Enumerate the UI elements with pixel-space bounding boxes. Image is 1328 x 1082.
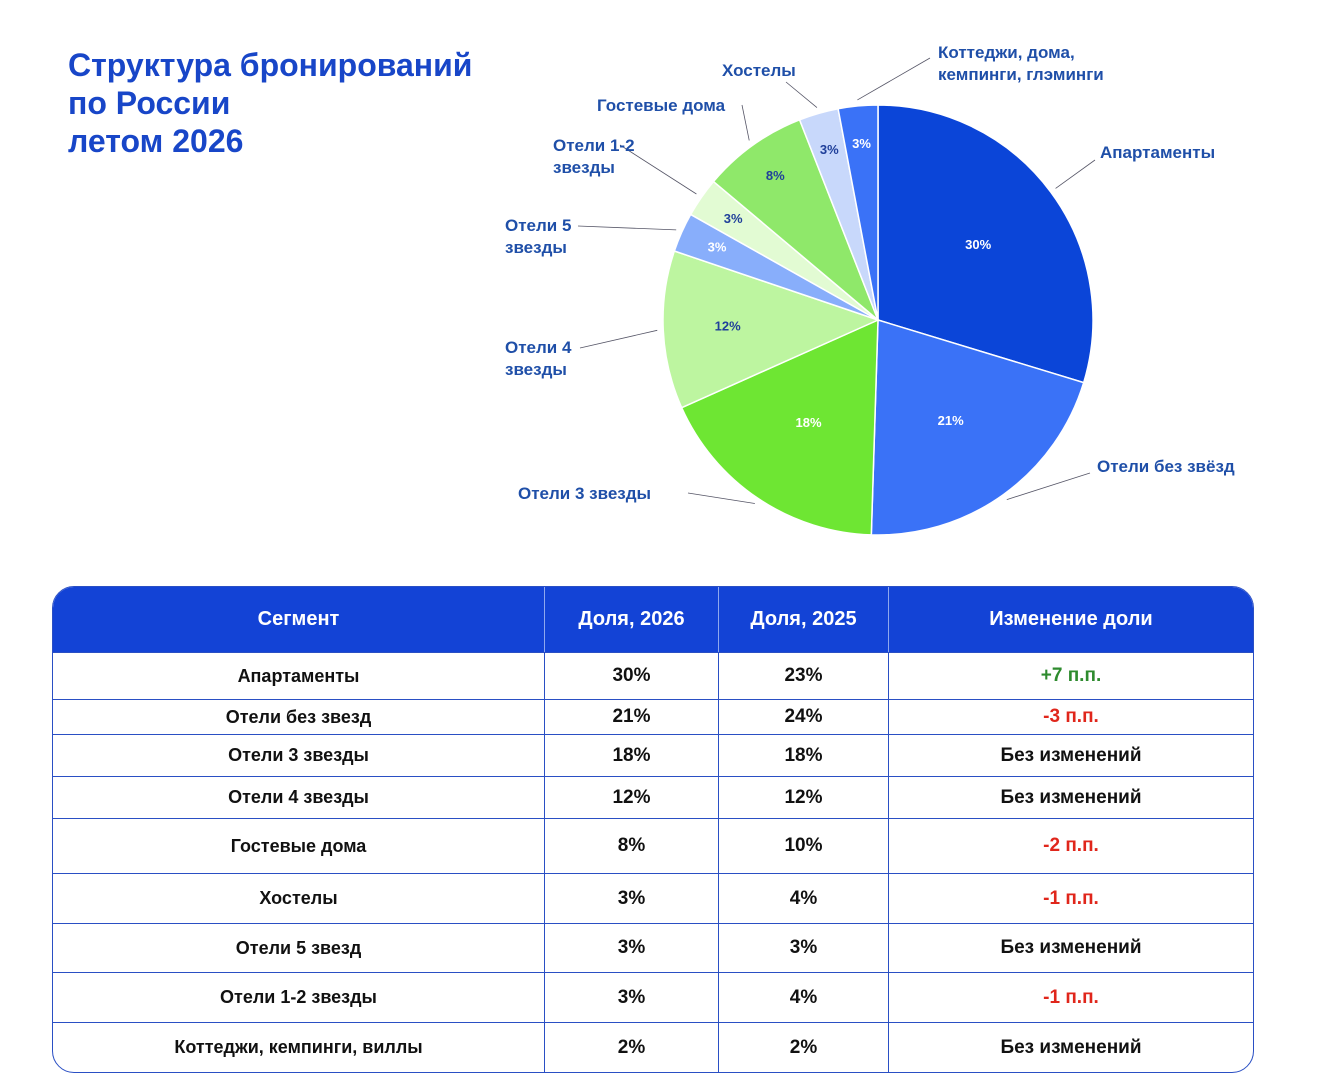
slice-value-label: 3%	[708, 240, 727, 255]
slice-label: Отели без звёзд	[1097, 457, 1235, 476]
slice-label: Отели 1-2 звезды	[553, 136, 635, 177]
table-cell: Сегмент	[257, 608, 340, 630]
pie-slice	[680, 318, 879, 536]
table-cell: 23%	[718, 653, 888, 699]
table-row: Отели 5 звезд 3% 3% Без изменений	[53, 923, 1253, 972]
slice-label: Хостелы	[722, 61, 796, 80]
slice-label: Гостевые дома	[597, 96, 726, 115]
leader-line	[579, 329, 658, 349]
table-cell: 12%	[544, 777, 718, 818]
table-cell: 3%	[544, 973, 718, 1022]
slice-value-label: 8%	[766, 168, 785, 183]
table-cell: 2%	[718, 1023, 888, 1072]
table-row: Отели 1-2 звезды 3% 4% -1 п.п.	[53, 972, 1253, 1022]
table-cell: Без изменений	[888, 924, 1253, 972]
table-cell: +7 п.п.	[888, 653, 1253, 699]
pie-slice	[870, 318, 1085, 536]
leader-line	[577, 225, 677, 231]
leader-line	[1006, 472, 1091, 500]
leader-line	[687, 492, 755, 504]
table-cell: 3%	[544, 924, 718, 972]
table: Сегмент Доля, 2026 Доля, 2025 Изменение дол…	[52, 586, 1254, 1073]
slice-label: Отели 5 звезды	[505, 216, 572, 257]
title: Структура бронирований по России летом 202…	[68, 46, 472, 160]
title-line: по России	[68, 85, 231, 121]
table-cell: 2%	[544, 1023, 718, 1072]
table-row: Отели 4 звезды 12% 12% Без изменений	[53, 776, 1253, 818]
table-cell: 24%	[718, 700, 888, 734]
table-cell: Без изменений	[888, 735, 1253, 776]
title-line: летом 2026	[68, 123, 244, 159]
table-cell: Апартаменты	[237, 665, 360, 686]
slice-label: Коттеджи, дома, кемпинги, глэминги	[938, 43, 1104, 84]
pie-chart: 30% 21% 18% 12% 3% 3% 8% 3% 3%	[577, 57, 1096, 536]
table-cell: Изменение доли	[888, 587, 1253, 652]
slice-label: Апартаменты	[1100, 143, 1216, 162]
table-row: Отели без звезд 21% 24% -3 п.п.	[53, 699, 1253, 734]
pie-slice	[837, 104, 879, 321]
table-row: Гостевые дома 8% 10% -2 п.п.	[53, 818, 1253, 873]
table-cell: Доля, 2026	[544, 587, 718, 652]
slice-value-label: 21%	[938, 413, 964, 428]
table-cell: Отели 4 звезды	[228, 787, 369, 807]
title-line: Структура бронирований	[68, 47, 473, 83]
pie-slice	[877, 104, 1094, 384]
table-row: Коттеджи, кемпинги, виллы 2% 2% Без изменен…	[53, 1022, 1253, 1072]
table-cell: 8%	[544, 819, 718, 873]
table-cell: 18%	[718, 735, 888, 776]
leader-line	[1055, 159, 1096, 189]
table-cell: -3 п.п.	[888, 700, 1253, 734]
table-cell: Отели 3 звезды	[228, 745, 369, 765]
table-cell: 18%	[544, 735, 718, 776]
table-cell: -1 п.п.	[888, 973, 1253, 1022]
table-row: Хостелы 3% 4% -1 п.п.	[53, 873, 1253, 923]
table-cell: Без изменений	[888, 1023, 1253, 1072]
slice-label: Отели 3 звезды	[518, 484, 652, 503]
table-cell: 3%	[718, 924, 888, 972]
table-cell: Коттеджи, кемпинги, виллы	[174, 1037, 423, 1057]
slice-value-label: 18%	[796, 415, 822, 430]
pie-slice	[712, 118, 879, 321]
table-cell: 12%	[718, 777, 888, 818]
table-cell: Доля, 2025	[718, 587, 888, 652]
table-cell: -2 п.п.	[888, 819, 1253, 873]
table-cell: Отели 5 звезд	[235, 937, 362, 958]
slice-value-label: 3%	[820, 142, 839, 157]
table-cell: Без изменений	[888, 777, 1253, 818]
slice-value-label: 3%	[724, 211, 743, 226]
table-cell: 3%	[544, 874, 718, 923]
slice-value-label: 12%	[715, 318, 741, 333]
table-cell: Отели 1-2 звезды	[220, 987, 377, 1007]
table-cell: 21%	[544, 700, 718, 734]
leader-line	[619, 144, 697, 195]
leader-line	[857, 57, 931, 101]
table-cell: Гостевые дома	[230, 835, 367, 856]
table-row: Апартаменты 30% 23% +7 п.п.	[53, 652, 1253, 699]
table-cell: 4%	[718, 874, 888, 923]
table-cell: 10%	[718, 819, 888, 873]
table-cell: Отели без звезд	[225, 706, 372, 727]
table-cell: Хостелы	[259, 888, 338, 908]
leader-line	[785, 81, 818, 108]
leader-line	[741, 104, 750, 141]
table-cell: 30%	[544, 653, 718, 699]
table-cell: 4%	[718, 973, 888, 1022]
slice-value-label: 3%	[852, 136, 871, 151]
pie-slice	[662, 250, 881, 409]
table-row: Отели 3 звезды 18% 18% Без изменений	[53, 734, 1253, 776]
slice-value-label: 30%	[965, 237, 991, 252]
table-header: Сегмент Доля, 2026 Доля, 2025 Изменение дол…	[53, 587, 1253, 652]
slice-label: Отели 4 звезды	[505, 338, 572, 379]
table-cell: -1 п.п.	[888, 874, 1253, 923]
